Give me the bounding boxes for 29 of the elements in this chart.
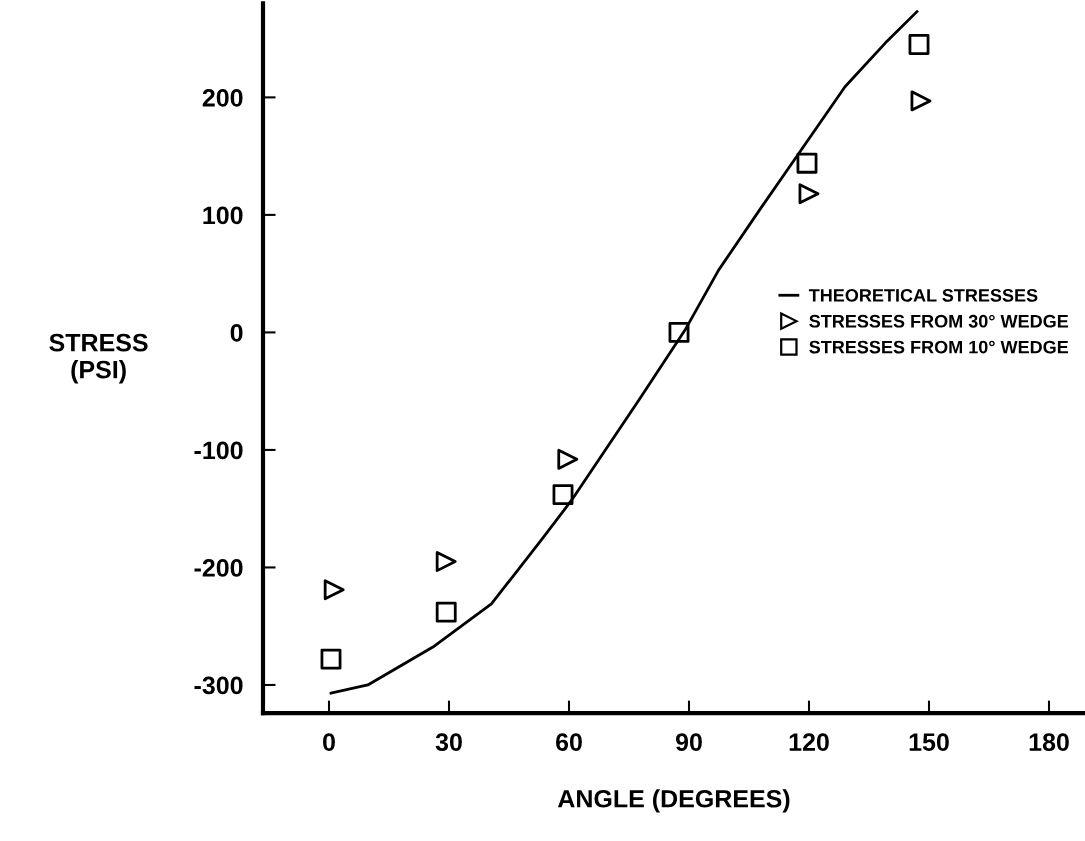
point [668,321,690,343]
point [435,601,457,623]
x-tick-label: 150 [909,733,949,751]
x-tick-label: 60 [556,733,582,751]
x-tick-label: 120 [789,733,829,751]
y-axis-title: STRESS (PSI) [49,333,148,384]
x-tick-label: 30 [435,733,462,752]
point [435,551,457,573]
y-tick-label: 0 [230,324,243,342]
point [908,34,930,55]
point [552,484,574,506]
point [320,648,342,670]
legend-label: STRESSES FROM 10° WEDGE [809,340,1069,354]
y-tick-label: -100 [194,441,243,460]
x-axis-title: ANGLE (DEGREES) [557,789,790,813]
point [323,579,345,601]
y-tick-label: -200 [194,559,243,577]
y-tick-label: 200 [202,88,243,107]
x-tick-label: 180 [1029,733,1069,751]
x-tick-label: 0 [323,733,335,751]
legend-label: THEORETICAL STRESSES [808,288,1038,302]
point [557,448,579,470]
y-tick-label: 100 [203,206,243,225]
y-tick-label: -300 [194,676,243,695]
point [796,152,818,174]
legend-label: STRESSES FROM 30° WEDGE [809,314,1069,328]
point [798,183,820,205]
point [910,90,932,112]
x-tick-label: 90 [675,733,702,751]
